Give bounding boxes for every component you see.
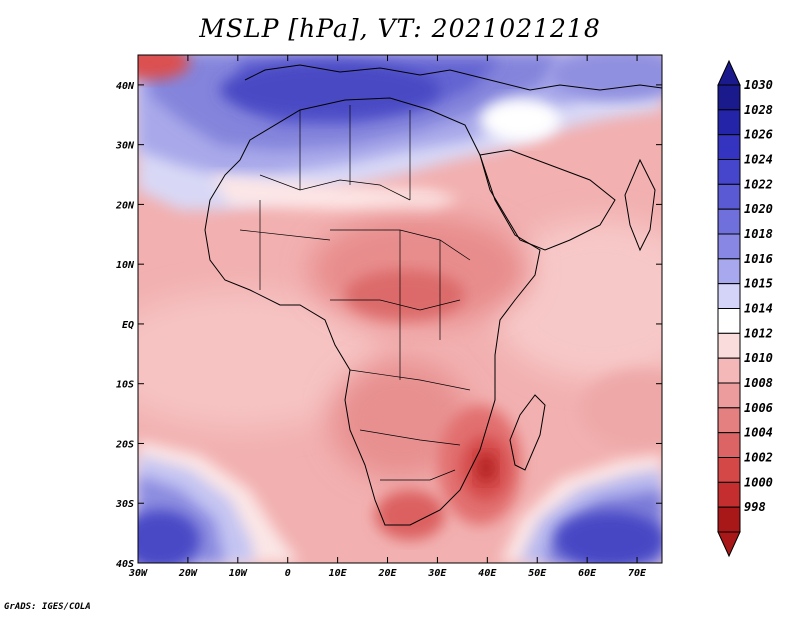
- y-tick-label: 30N: [115, 141, 135, 152]
- colorbar-swatch: [717, 84, 741, 111]
- field-ne-high: [550, 55, 662, 100]
- colorbar-max-arrow: [717, 59, 741, 86]
- x-tick-label: 30W: [128, 568, 148, 579]
- colorbar-label: 1006: [744, 401, 773, 415]
- x-tick-label: 20E: [377, 568, 397, 579]
- colorbar-swatch: [717, 208, 741, 235]
- x-tick-label: 40E: [478, 568, 497, 579]
- pressure-field: [138, 55, 662, 563]
- colorbar-label: 1002: [744, 451, 773, 465]
- x-tick-label: 60E: [578, 568, 597, 579]
- colorbar-swatch: [717, 258, 741, 285]
- colorbar-label: 998: [744, 500, 766, 514]
- colorbar-swatch: [717, 308, 741, 334]
- colorbar-label: 1015: [744, 277, 773, 291]
- map-title: MSLP [hPa], VT: 2021021218: [199, 14, 601, 43]
- field-se-1024: [555, 512, 662, 563]
- colorbar-swatch: [717, 283, 741, 309]
- border-south-2: [359, 429, 461, 446]
- field-north-1024: [220, 62, 440, 118]
- footer-credit: GrADS: IGES/COLA: [4, 602, 91, 612]
- field-atlantic-pink: [138, 290, 380, 430]
- x-tick-label: 20W: [178, 568, 198, 579]
- colorbar-label: 1026: [744, 128, 773, 142]
- colorbar-label: 1024: [744, 153, 773, 167]
- x-tick-label: 10E: [329, 568, 348, 579]
- field-southern-1008: [330, 360, 470, 480]
- y-tick-label: 30S: [115, 499, 134, 510]
- colorbar-label: 1008: [744, 376, 773, 390]
- country-borders: [239, 105, 471, 481]
- colorbar-label: 1010: [744, 351, 773, 365]
- y-tick-label: 10N: [116, 260, 135, 271]
- colorbar-swatch: [717, 457, 741, 483]
- field-south-africa-low: [375, 490, 445, 540]
- colorbar-swatch: [717, 407, 741, 434]
- y-axis: 40N 30N 20N 10N EQ 10S 20S 30S 40S: [115, 81, 662, 570]
- colorbar-label: 1004: [744, 426, 773, 440]
- colorbar-label: 1020: [744, 202, 773, 216]
- colorbar-label: 1022: [744, 177, 773, 191]
- colorbar-label: 1018: [744, 227, 773, 241]
- border-central-1: [330, 229, 471, 261]
- colorbar-swatch: [717, 432, 741, 458]
- field-sahel-light: [210, 175, 460, 215]
- colorbar-label: 1012: [744, 326, 773, 340]
- x-tick-label: 50E: [528, 568, 547, 579]
- india-coastline: [624, 158, 656, 252]
- y-tick-label: 20S: [115, 439, 134, 450]
- colorbar-swatch: [717, 233, 741, 260]
- field-nw-low: [138, 55, 190, 80]
- coastlines: [204, 64, 662, 526]
- colorbar-label: 1014: [744, 302, 773, 316]
- colorbar-label: 1030: [744, 78, 773, 92]
- x-axis: 30W 20W 10W 0 10E 20E 30E 40E 50E 60E 70E: [128, 55, 647, 579]
- colorbar-label: 1000: [744, 475, 773, 489]
- colorbar-swatch: [717, 159, 741, 185]
- colorbar-label: 1016: [744, 252, 773, 266]
- y-tick-label: 10S: [116, 380, 134, 391]
- colorbar-swatch: [717, 506, 741, 533]
- y-tick-label: EQ: [122, 320, 134, 331]
- x-tick-label: 70E: [628, 568, 647, 579]
- field-mozambique-1002: [476, 454, 496, 482]
- y-tick-label: 40S: [116, 559, 134, 570]
- field-indian-darker: [580, 370, 662, 450]
- border-west-1: [239, 229, 331, 241]
- y-tick-label: 40N: [116, 81, 135, 92]
- field-central-1006: [345, 270, 465, 320]
- madagascar-coastline: [509, 394, 546, 471]
- colorbar-swatch: [717, 109, 741, 136]
- colorbar-swatch: [717, 481, 741, 508]
- x-tick-label: 10W: [229, 568, 248, 579]
- colorbar-swatch: [717, 382, 741, 409]
- colorbar-swatch: [717, 332, 741, 359]
- colorbar-swatch: [717, 134, 741, 161]
- field-sw-1024: [138, 510, 200, 563]
- plot-frame: [137, 54, 663, 564]
- x-tick-label: 0: [285, 568, 291, 579]
- x-tick-label: 30E: [427, 568, 447, 579]
- arabia-coastline: [479, 149, 616, 251]
- colorbar-swatch: [717, 357, 741, 384]
- field-indian-pink: [490, 220, 662, 380]
- europe-coastline: [244, 64, 662, 91]
- border-south-1: [349, 369, 471, 391]
- colorbar: 1030 1028 1026 1024 1022 1020 1018 1016 1015 1014…: [717, 59, 773, 558]
- colorbar-label: 1028: [744, 103, 773, 117]
- y-tick-label: 20N: [115, 200, 135, 211]
- field-middleeast-white: [480, 98, 560, 142]
- colorbar-min-arrow: [717, 531, 741, 558]
- colorbar-swatch: [717, 183, 741, 210]
- border-south-3: [380, 469, 456, 481]
- border-sahara-1: [259, 174, 411, 201]
